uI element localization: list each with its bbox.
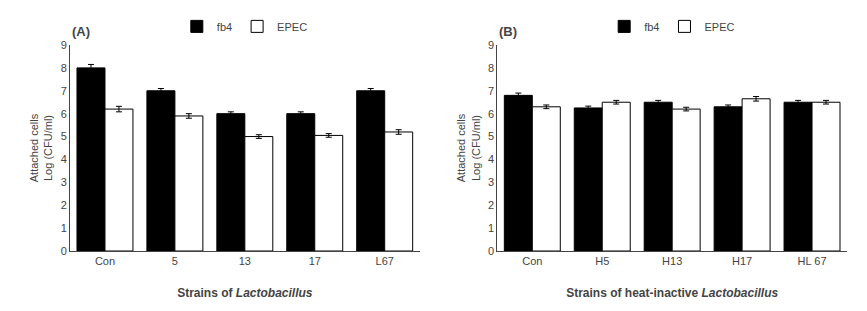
svg-text:8: 8 (61, 62, 67, 74)
svg-text:EPEC: EPEC (704, 21, 734, 33)
svg-text:L67: L67 (376, 255, 394, 267)
svg-text:Attached cellsLog (CFU/ml): Attached cellsLog (CFU/ml) (28, 113, 54, 182)
svg-text:2: 2 (488, 199, 494, 211)
svg-text:3: 3 (488, 176, 494, 188)
svg-text:4: 4 (61, 153, 67, 165)
svg-text:9: 9 (488, 39, 494, 51)
svg-text:0: 0 (61, 245, 67, 257)
svg-text:Attached cellsLog (CFU/ml): Attached cellsLog (CFU/ml) (455, 113, 481, 182)
svg-text:Strains of heat-inactive Lacto: Strains of heat-inactive Lactobacillus (566, 286, 778, 300)
svg-text:2: 2 (61, 199, 67, 211)
svg-text:1: 1 (488, 222, 494, 234)
svg-text:HL 67: HL 67 (798, 255, 827, 267)
svg-text:8: 8 (488, 62, 494, 74)
svg-text:fb4: fb4 (644, 21, 659, 33)
svg-text:5: 5 (172, 255, 178, 267)
svg-text:H13: H13 (662, 255, 682, 267)
svg-text:6: 6 (61, 108, 67, 120)
svg-text:Con: Con (522, 255, 542, 267)
svg-text:17: 17 (309, 255, 321, 267)
svg-text:7: 7 (488, 85, 494, 97)
svg-text:(A): (A) (72, 24, 90, 39)
svg-text:fb4: fb4 (217, 21, 232, 33)
svg-text:EPEC: EPEC (277, 21, 307, 33)
svg-text:(B): (B) (499, 24, 517, 39)
svg-text:5: 5 (488, 130, 494, 142)
svg-text:9: 9 (61, 39, 67, 51)
svg-text:H17: H17 (732, 255, 752, 267)
svg-text:7: 7 (61, 85, 67, 97)
svg-text:0: 0 (488, 245, 494, 257)
svg-text:6: 6 (488, 108, 494, 120)
svg-text:H5: H5 (595, 255, 609, 267)
svg-text:1: 1 (61, 222, 67, 234)
svg-text:13: 13 (239, 255, 251, 267)
svg-text:Con: Con (95, 255, 115, 267)
svg-text:5: 5 (61, 130, 67, 142)
svg-text:4: 4 (488, 153, 494, 165)
svg-text:Strains of Lactobacillus: Strains of Lactobacillus (177, 286, 313, 300)
svg-text:3: 3 (61, 176, 67, 188)
